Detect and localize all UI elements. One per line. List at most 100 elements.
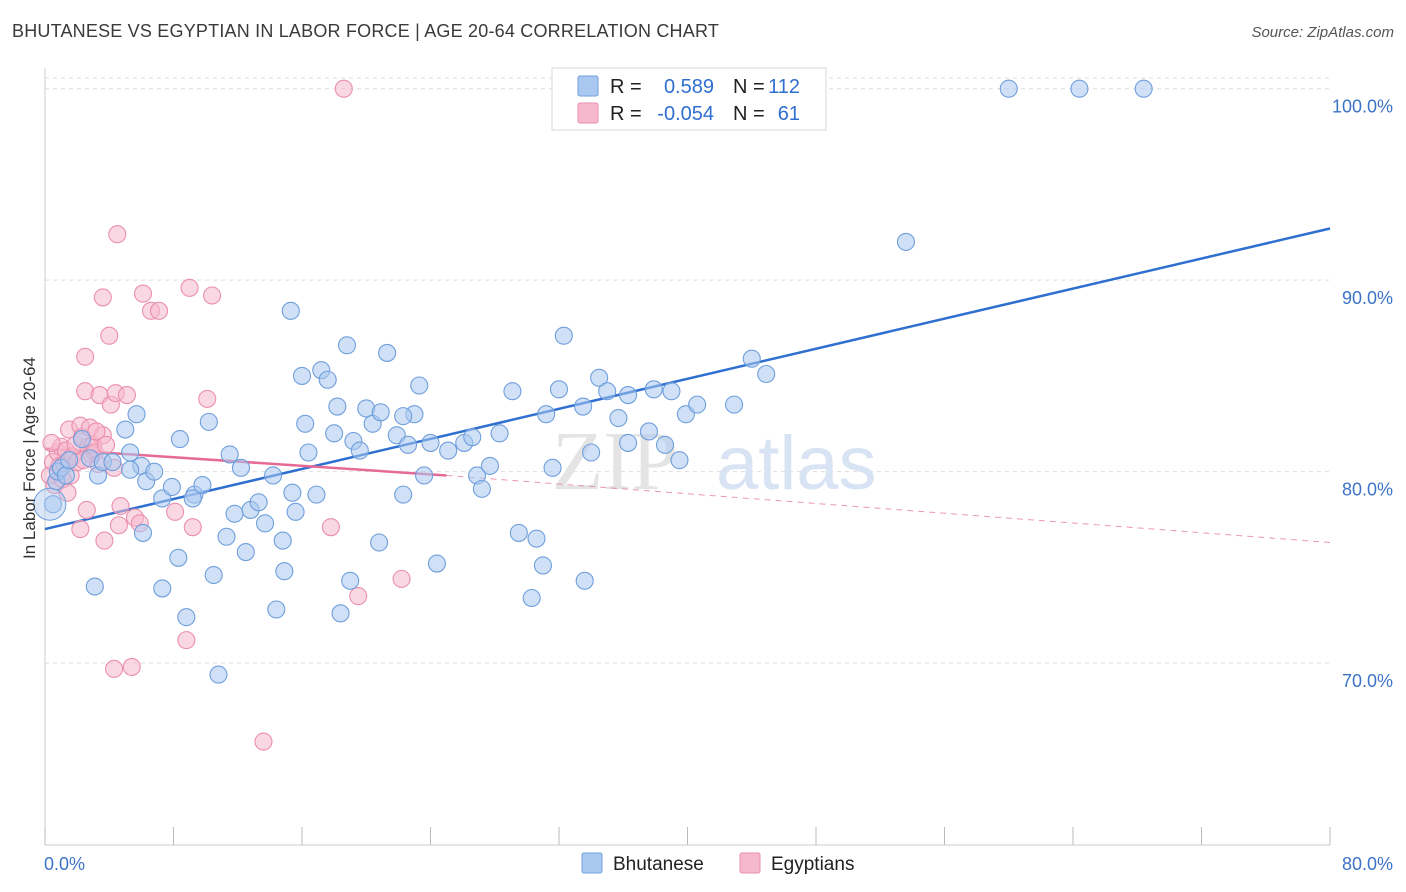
point-bhutanese — [644, 380, 663, 399]
point-bhutanese — [341, 571, 360, 590]
point-bhutanese — [742, 349, 761, 368]
point-bhutanese — [328, 397, 347, 416]
point-bhutanese — [378, 343, 397, 362]
legend-n-label-egyptians: N = — [733, 103, 765, 125]
point-bhutanese — [225, 504, 244, 523]
point-bhutanese — [688, 395, 707, 414]
point-bhutanese — [121, 443, 140, 462]
point-bhutanese — [249, 493, 268, 512]
point-egyptians — [166, 502, 185, 521]
point-bhutanese — [427, 554, 446, 573]
point-bhutanese — [183, 489, 202, 508]
point-bhutanese — [999, 79, 1018, 98]
series-legend-label-bhutanese: Bhutanese — [613, 854, 704, 875]
point-egyptians — [349, 587, 368, 606]
axes — [44, 68, 1331, 846]
y-tick-label: 80.0% — [1342, 480, 1393, 500]
point-bhutanese — [503, 382, 522, 401]
point-bhutanese — [350, 441, 369, 460]
point-bhutanese — [480, 456, 499, 475]
legend-r-label-egyptians: R = — [610, 103, 642, 125]
point-bhutanese — [236, 543, 255, 562]
point-egyptians — [133, 284, 153, 303]
point-egyptians — [76, 347, 95, 366]
point-bhutanese — [757, 364, 776, 384]
point-egyptians — [108, 225, 127, 244]
point-egyptians — [111, 497, 130, 516]
point-bhutanese — [1070, 79, 1089, 98]
point-egyptians — [198, 389, 217, 408]
point-bhutanese — [533, 556, 552, 575]
legend-n-value-egyptians: 61 — [778, 103, 800, 125]
point-bhutanese — [127, 405, 146, 424]
point-bhutanese — [394, 407, 413, 426]
point-bhutanese — [490, 424, 509, 443]
point-bhutanese — [286, 502, 305, 521]
stats-legend: R = 0.589 N = 112 R = -0.054 N = 61 — [551, 67, 827, 131]
point-bhutanese — [670, 451, 689, 470]
point-bhutanese — [325, 424, 344, 443]
point-egyptians — [93, 288, 112, 307]
point-bhutanese — [598, 382, 617, 401]
point-egyptians — [117, 386, 136, 405]
point-bhutanese — [522, 588, 541, 608]
point-bhutanese — [292, 366, 312, 385]
point-bhutanese — [72, 430, 91, 449]
point-bhutanese — [331, 604, 350, 623]
point-bhutanese — [662, 382, 681, 401]
point-bhutanese — [421, 433, 440, 452]
point-bhutanese — [177, 608, 196, 627]
legend-r-value-egyptians: -0.054 — [657, 103, 714, 125]
point-bhutanese — [204, 565, 223, 585]
point-egyptians — [254, 732, 273, 751]
point-bhutanese — [639, 422, 659, 441]
point-bhutanese — [463, 428, 482, 447]
y-tick-label: 70.0% — [1342, 671, 1393, 691]
point-egyptians — [71, 520, 90, 539]
point-bhutanese — [307, 485, 326, 504]
point-bhutanese — [394, 485, 413, 504]
legend-r-value-bhutanese: 0.589 — [664, 76, 714, 98]
point-bhutanese — [217, 527, 236, 546]
point-bhutanese — [337, 336, 357, 355]
point-bhutanese — [145, 462, 164, 481]
point-bhutanese — [170, 430, 189, 449]
series-legend-swatch-egyptians — [739, 852, 761, 874]
point-bhutanese — [220, 445, 239, 464]
point-egyptians — [203, 286, 222, 305]
point-bhutanese — [527, 529, 546, 548]
point-egyptians — [180, 278, 199, 297]
point-egyptians — [77, 500, 96, 519]
point-bhutanese — [133, 523, 153, 542]
chart-source: Source: ZipAtlas.com — [1251, 24, 1394, 41]
point-bhutanese — [371, 403, 390, 422]
point-bhutanese — [56, 466, 75, 485]
point-bhutanese — [199, 412, 218, 431]
point-bhutanese — [609, 408, 628, 428]
point-bhutanese — [370, 533, 389, 552]
point-bhutanese — [116, 420, 135, 439]
point-bhutanese — [85, 577, 104, 596]
legend-swatch-egyptians — [577, 102, 599, 124]
point-bhutanese — [296, 414, 315, 433]
point-bhutanese — [619, 433, 638, 452]
grid-lines — [45, 77, 1330, 664]
point-bhutanese — [574, 397, 593, 416]
point-bhutanese — [537, 405, 556, 424]
point-bhutanese — [896, 232, 916, 251]
point-bhutanese — [153, 579, 172, 598]
chart-title: BHUTANESE VS EGYPTIAN IN LABOR FORCE | A… — [12, 21, 720, 41]
series-legend: Bhutanese Egyptians — [581, 852, 854, 875]
y-tick-label: 90.0% — [1342, 288, 1393, 308]
point-bhutanese — [619, 386, 638, 405]
point-bhutanese — [209, 665, 228, 684]
point-egyptians — [105, 659, 124, 678]
y-tick-label: 100.0% — [1332, 97, 1393, 117]
trend-line-egyptians-extension — [446, 474, 1331, 543]
point-bhutanese — [267, 600, 286, 619]
y-axis-title: In Labor Force | Age 20-64 — [20, 357, 39, 559]
point-bhutanese — [1134, 79, 1153, 98]
trend-lines — [44, 227, 1331, 543]
watermark-zip: ZIP — [552, 415, 678, 508]
point-bhutanese — [256, 514, 275, 533]
